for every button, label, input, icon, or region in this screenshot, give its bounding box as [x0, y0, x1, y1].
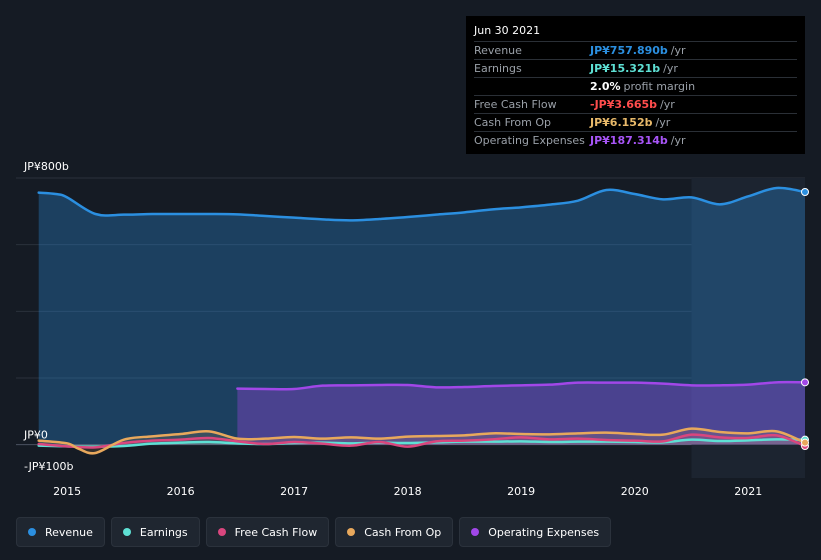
earnings-line	[37, 438, 807, 448]
x-tick-label: 2015	[53, 485, 81, 498]
tooltip-row-label: Cash From Op	[474, 116, 552, 129]
legend-item-cash-from-op[interactable]: Cash From Op	[335, 517, 454, 547]
tooltip-panel: Jun 30 2021 Revenue JP¥757.890b/yr Earning…	[466, 16, 805, 154]
highlight-region	[691, 178, 805, 478]
tooltip-row-label: Revenue	[474, 44, 522, 57]
legend-item-earnings[interactable]: Earnings	[110, 517, 200, 547]
area-layer	[38, 187, 806, 454]
cash-from-op-line	[37, 427, 807, 455]
free-cash-flow-area	[38, 434, 806, 448]
line-layer	[37, 186, 807, 455]
legend-label: Operating Expenses	[488, 525, 600, 539]
x-tick-label: 2018	[394, 485, 422, 498]
revenue-area	[38, 187, 806, 445]
tooltip-row-value: JP¥757.890b	[590, 44, 668, 57]
y-axis-labels: JP¥800b JP¥0 -JP¥100b	[23, 160, 73, 473]
legend-dot-icon	[122, 528, 131, 536]
legend-item-free-cash-flow[interactable]: Free Cash Flow	[205, 517, 330, 547]
tooltip-row-unit: /yr	[663, 62, 678, 75]
tooltip-row: Revenue JP¥757.890b/yr	[474, 42, 797, 60]
tooltip-row-unit: /yr	[660, 98, 675, 111]
cash-from-op-area	[38, 428, 806, 454]
tooltip-row-unit: profit margin	[623, 80, 696, 93]
y-tick-label: JP¥800b	[23, 160, 69, 173]
x-tick-label: 2020	[621, 485, 649, 498]
x-axis-labels: 2015 2016 2017 2018 2019 2020 2021	[53, 485, 762, 498]
tooltip-row: Operating Expenses JP¥187.314b/yr	[474, 132, 797, 149]
legend-dot-icon	[471, 528, 480, 536]
tooltip-row-label: Free Cash Flow	[474, 98, 557, 111]
tooltip-row-value: JP¥15.321b	[590, 62, 661, 75]
legend-label: Revenue	[45, 525, 93, 539]
cash-from-op-end-marker	[801, 438, 809, 447]
grid-layer	[16, 177, 805, 446]
tooltip-row: Earnings JP¥15.321b/yr	[474, 60, 797, 78]
free-cash-flow-line	[37, 433, 807, 449]
operating-expenses-area	[237, 382, 806, 445]
legend-label: Earnings	[139, 525, 188, 539]
legend-item-revenue[interactable]: Revenue	[16, 517, 105, 547]
tooltip-row-value: JP¥6.152b	[590, 116, 653, 129]
end-markers	[801, 188, 809, 450]
legend: Revenue Earnings Free Cash Flow Cash From O…	[16, 517, 617, 549]
tooltip-row: 2.0% profit margin	[474, 78, 797, 96]
tooltip-row-unit: /yr	[670, 134, 686, 147]
x-tick-label: 2016	[167, 485, 195, 498]
legend-dot-icon	[28, 528, 36, 536]
tooltip-row-label: Earnings	[474, 62, 522, 75]
tooltip-row-value: 2.0%	[590, 80, 621, 93]
legend-item-operating-expenses[interactable]: Operating Expenses	[459, 517, 612, 547]
tooltip-row-value: JP¥187.314b	[590, 134, 668, 147]
legend-dot-icon	[217, 528, 226, 536]
x-tick-label: 2021	[734, 485, 762, 498]
tooltip-row-label	[474, 78, 590, 95]
y-tick-label: JP¥0	[23, 429, 48, 442]
operating-expenses-end-marker	[801, 378, 809, 387]
y-tick-label: -JP¥100b	[24, 460, 73, 473]
tooltip-row-label: Operating Expenses	[474, 134, 585, 147]
legend-dot-icon	[347, 528, 356, 536]
revenue-line	[37, 186, 807, 222]
x-tick-label: 2017	[280, 485, 308, 498]
legend-label: Free Cash Flow	[234, 525, 318, 539]
operating-expenses-line	[236, 380, 807, 391]
tooltip-row: Free Cash Flow -JP¥3.665b/yr	[474, 96, 797, 114]
tooltip-row: Cash From Op JP¥6.152b/yr	[474, 114, 797, 132]
tooltip-date: Jun 30 2021	[474, 22, 797, 42]
legend-label: Cash From Op	[364, 525, 442, 539]
tooltip-row-unit: /yr	[655, 116, 671, 129]
tooltip-row-unit: /yr	[670, 44, 686, 57]
tooltip-row-value: -JP¥3.665b	[590, 98, 658, 111]
tooltip-rows: Revenue JP¥757.890b/yr Earnings JP¥15.321b /…	[474, 42, 797, 149]
x-tick-label: 2019	[507, 485, 535, 498]
highlight-layer	[691, 178, 805, 478]
revenue-end-marker	[801, 188, 809, 196]
